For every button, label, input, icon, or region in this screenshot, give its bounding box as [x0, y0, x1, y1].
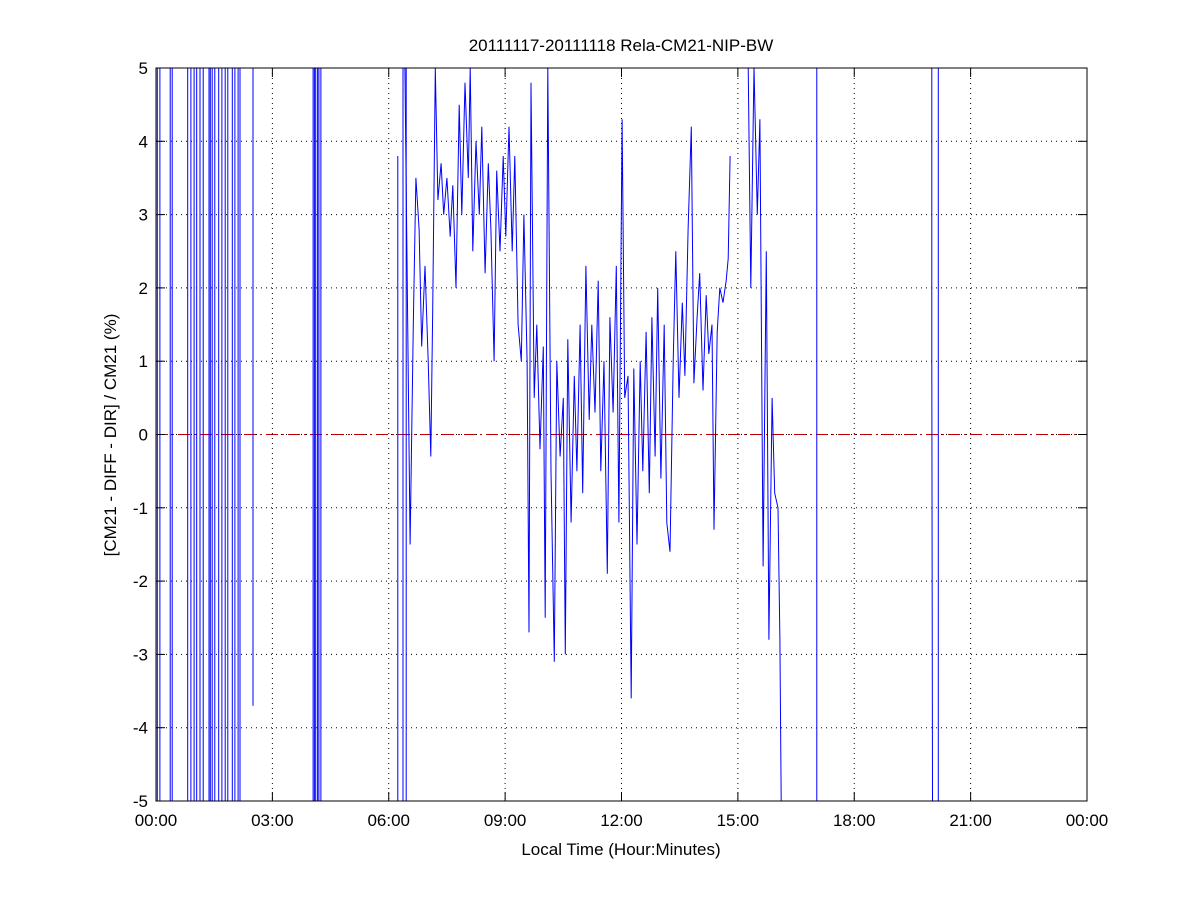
y-tick-label: -4 — [133, 719, 148, 738]
y-tick-label: 2 — [139, 279, 148, 298]
series-line-segment — [404, 68, 731, 699]
y-tick-label: -1 — [133, 499, 148, 518]
y-tick-label: 3 — [139, 206, 148, 225]
x-axis-label: Local Time (Hour:Minutes) — [521, 840, 720, 859]
x-tick-label: 15:00 — [717, 811, 760, 830]
x-tick-label: 12:00 — [600, 811, 643, 830]
x-tick-label: 21:00 — [949, 811, 992, 830]
series-line-segment — [747, 68, 782, 801]
x-tick-label: 09:00 — [484, 811, 527, 830]
series-group — [156, 68, 939, 801]
y-axis-label: [CM21 - DIFF - DIR] / CM21 (%) — [101, 314, 120, 557]
y-tick-label: 4 — [139, 132, 148, 151]
chart-title: 20111117-20111118 Rela-CM21-NIP-BW — [469, 36, 774, 55]
x-tick-label: 06:00 — [367, 811, 410, 830]
y-tick-label: -3 — [133, 645, 148, 664]
y-tick-label: 1 — [139, 352, 148, 371]
x-tick-label: 00:00 — [1066, 811, 1109, 830]
y-tick-label: -5 — [133, 792, 148, 811]
ticks: 00:00 03:00 06:00 09:00 12:00 15:00 18:00 21:00… — [133, 59, 1108, 830]
series-line-segment — [931, 68, 933, 801]
x-tick-label: 03:00 — [251, 811, 294, 830]
y-tick-label: 5 — [139, 59, 148, 78]
y-tick-label: -2 — [133, 572, 148, 591]
x-tick-label: 18:00 — [833, 811, 876, 830]
y-tick-label: 0 — [139, 426, 148, 445]
x-tick-label: 00:00 — [135, 811, 178, 830]
